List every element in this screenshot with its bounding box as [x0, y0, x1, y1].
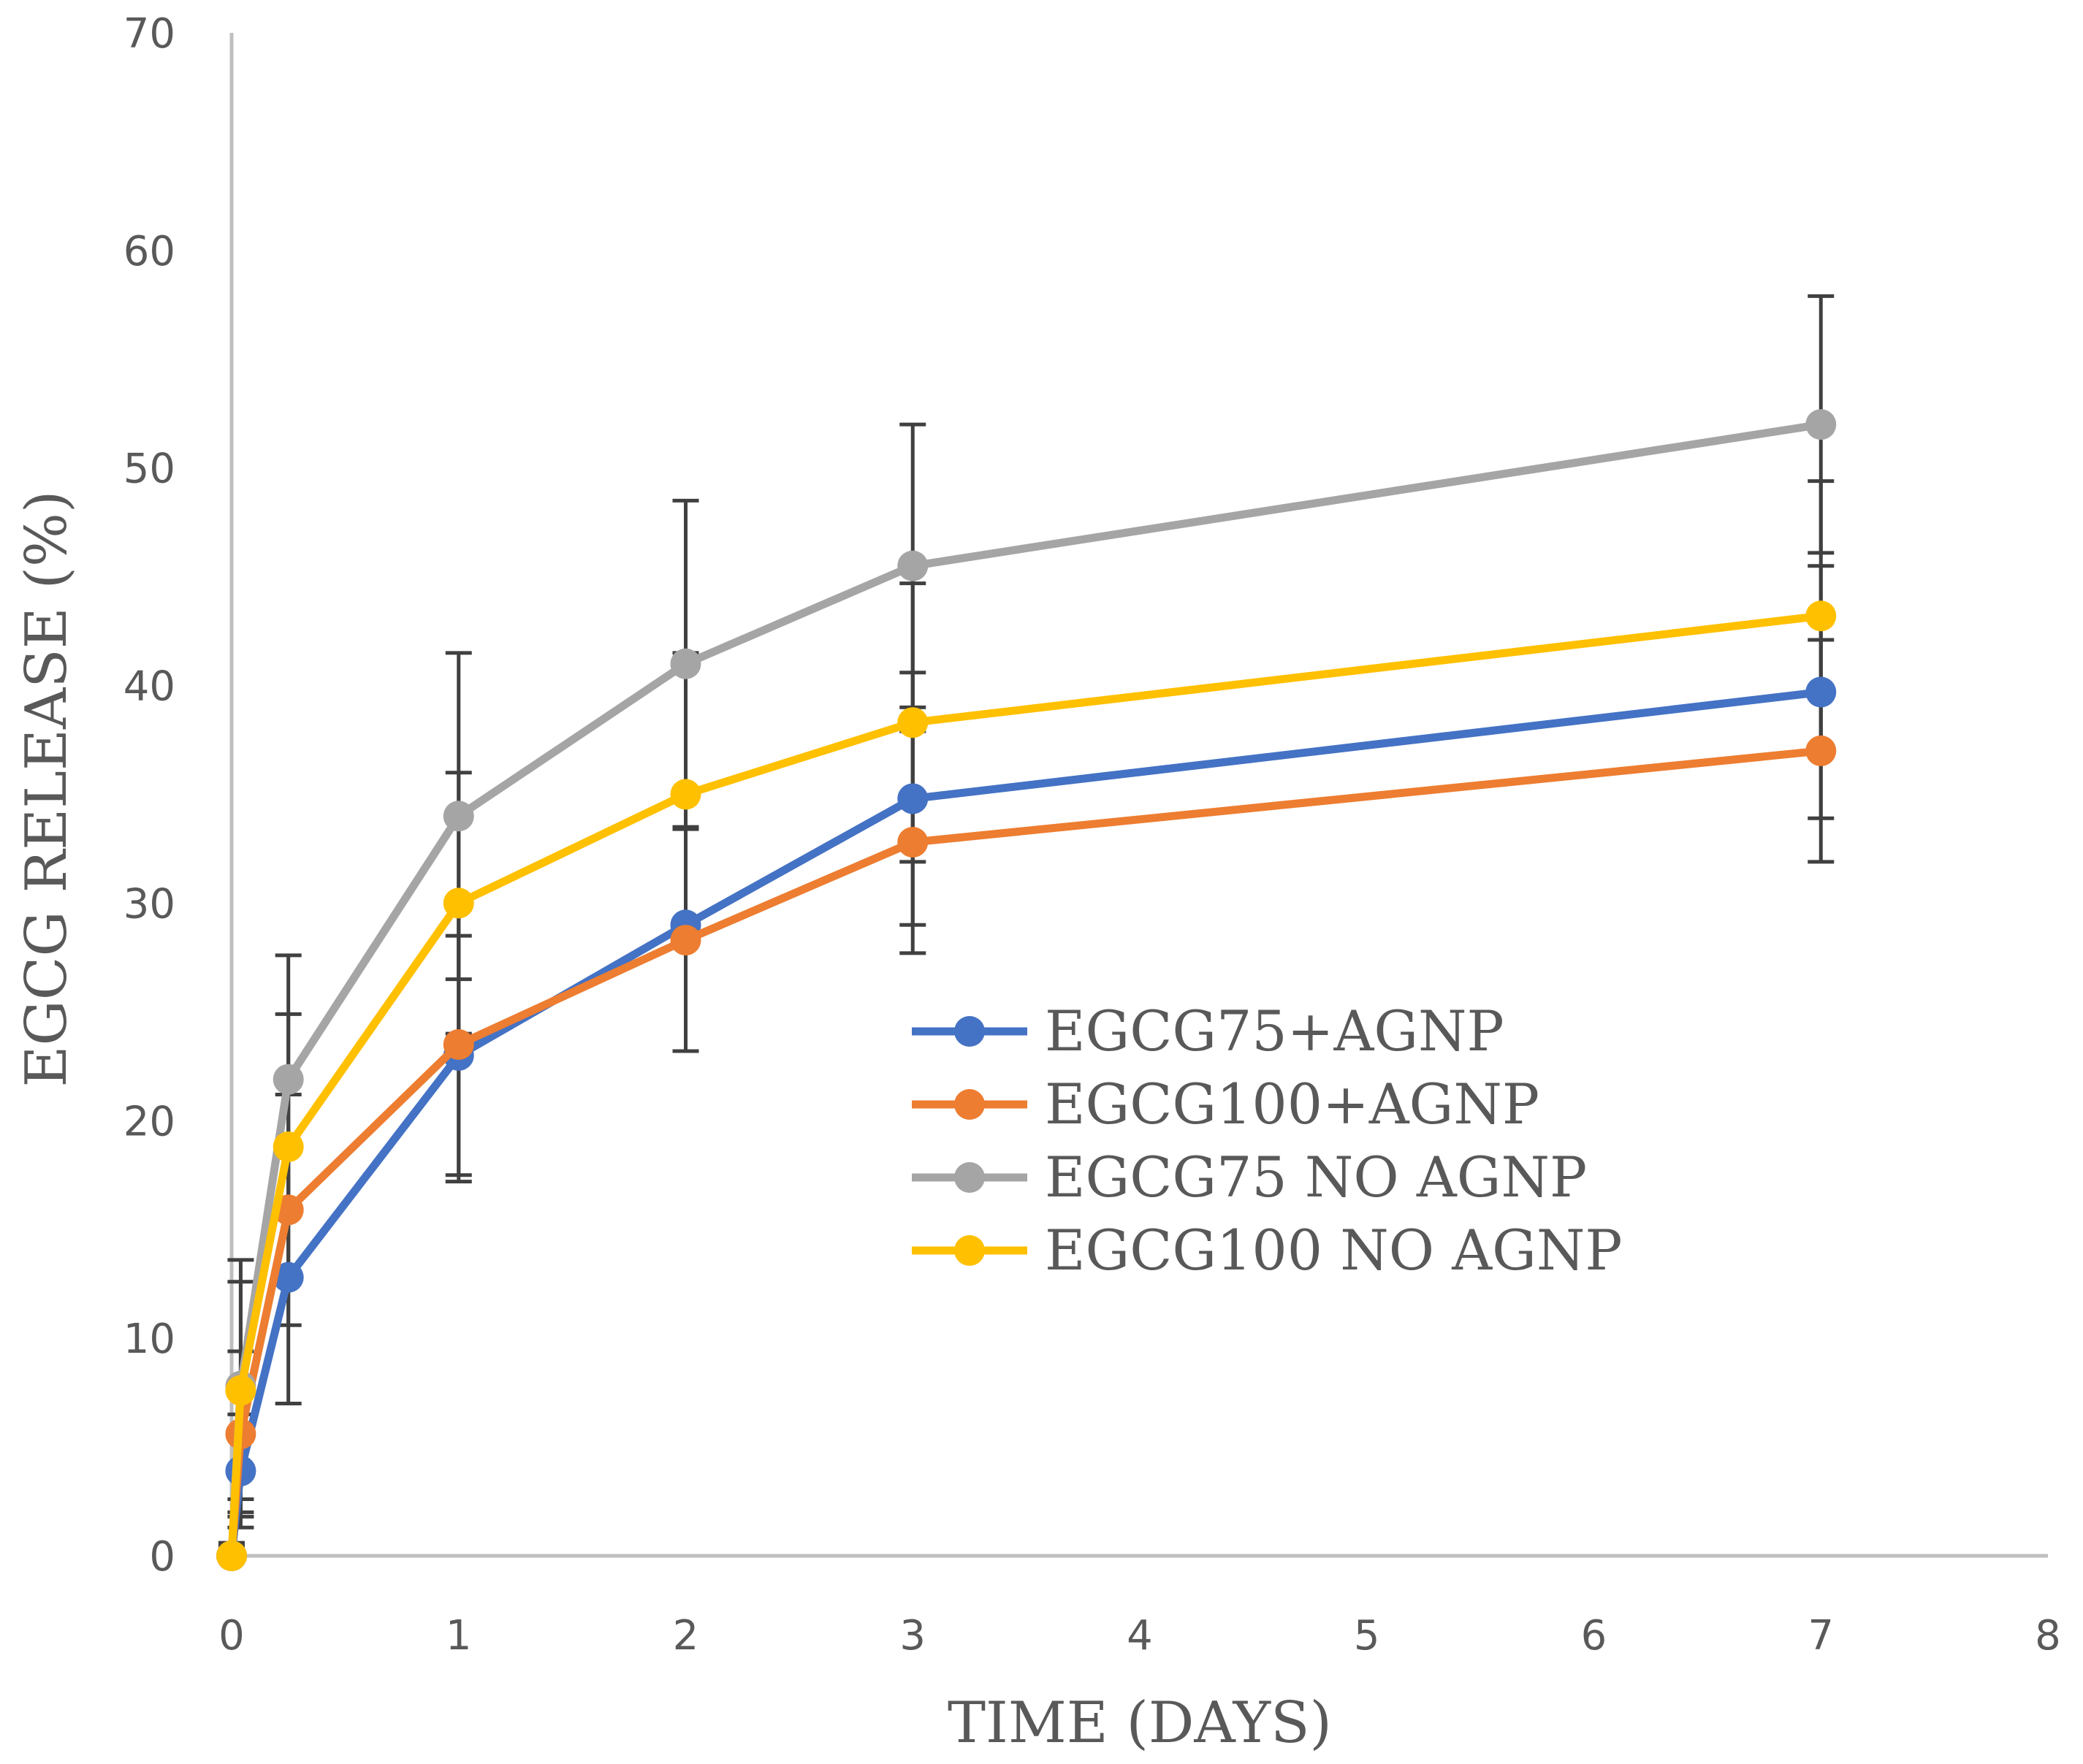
- series-line: [227, 420, 1825, 1560]
- data-point: [443, 1029, 474, 1061]
- data-point: [443, 801, 474, 832]
- y-tick-label: 70: [123, 10, 175, 58]
- data-point: [670, 648, 701, 679]
- x-tick-label: 2: [673, 1612, 699, 1660]
- legend-entry: EGCG75 NO AGNP: [912, 1145, 1587, 1210]
- data-point: [897, 707, 929, 738]
- x-tick-label: 1: [446, 1612, 472, 1660]
- legend-entry: EGCG100 NO AGNP: [912, 1218, 1622, 1283]
- x-tick-label: 6: [1581, 1612, 1607, 1660]
- x-tick-label: 8: [2035, 1612, 2061, 1660]
- legend-swatch-marker: [954, 1235, 985, 1266]
- data-point: [897, 550, 929, 581]
- data-point: [1805, 409, 1837, 440]
- legend-swatch-marker: [954, 1016, 985, 1047]
- data-point: [1805, 735, 1837, 766]
- tick-labels: 0 10 20 30 40 50 60 70 0 1 2 3 4 5 6 7 8: [123, 10, 2061, 1660]
- legend-entry: EGCG75+AGNP: [912, 999, 1504, 1064]
- y-axis-title: EGCG RELEASE (%): [14, 491, 80, 1088]
- y-tick-label: 10: [123, 1316, 175, 1363]
- legend-label: EGCG75 NO AGNP: [1045, 1145, 1587, 1210]
- y-tick-label: 30: [123, 880, 175, 928]
- y-tick-label: 20: [123, 1098, 175, 1145]
- legend-label: EGCG100+AGNP: [1045, 1072, 1539, 1137]
- error-bars: [218, 294, 1835, 1558]
- y-tick-label: 50: [123, 446, 175, 493]
- x-tick-label: 3: [899, 1612, 926, 1660]
- data-point: [897, 827, 929, 858]
- x-tick-label: 0: [218, 1612, 245, 1660]
- data-point: [273, 1064, 304, 1095]
- data-point: [273, 1261, 304, 1293]
- data-point: [273, 1131, 304, 1163]
- data-point: [897, 783, 929, 814]
- legend-swatch-marker: [954, 1162, 985, 1193]
- data-point: [443, 887, 474, 919]
- axes: [229, 33, 2048, 1558]
- y-tick-label: 60: [123, 228, 175, 275]
- x-tick-label: 5: [1354, 1612, 1380, 1660]
- data-point: [216, 1540, 247, 1571]
- x-tick-label: 4: [1127, 1612, 1153, 1660]
- legend-swatch-marker: [954, 1089, 985, 1120]
- series-lines: [216, 409, 1837, 1571]
- legend-label: EGCG75+AGNP: [1045, 999, 1504, 1064]
- x-tick-label: 7: [1808, 1612, 1834, 1660]
- data-point: [225, 1375, 256, 1406]
- data-point: [1805, 600, 1837, 632]
- legend-entry: EGCG100+AGNP: [912, 1072, 1539, 1137]
- x-axis-title: TIME (DAYS): [948, 1690, 1332, 1756]
- data-point: [1805, 676, 1837, 708]
- legend-label: EGCG100 NO AGNP: [1045, 1218, 1622, 1283]
- legend: EGCG75+AGNP EGCG100+AGNP EGCG75 NO AGNP EGC…: [912, 999, 1622, 1283]
- series-line: [227, 611, 1825, 1560]
- y-tick-label: 40: [123, 663, 175, 711]
- y-tick-label: 0: [149, 1533, 175, 1581]
- data-point: [670, 925, 701, 956]
- data-point: [670, 779, 701, 810]
- series-4: [216, 600, 1837, 1571]
